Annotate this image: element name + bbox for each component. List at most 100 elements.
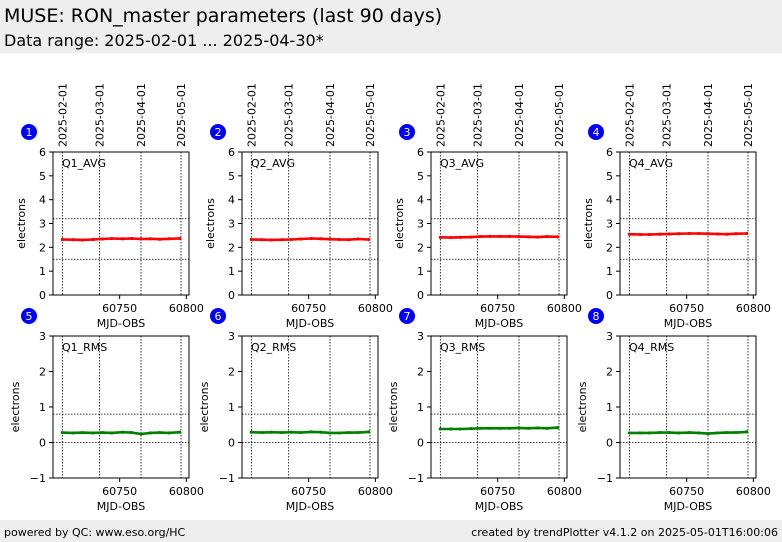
date-axis-label: 2025-02-01 [434, 83, 447, 147]
panel-label: Q4_RMS [629, 341, 674, 354]
data-point [687, 231, 691, 236]
data-point [638, 431, 642, 435]
data-point [449, 427, 453, 431]
x-tick-label: 60750 [102, 485, 137, 498]
panel-label: Q3_RMS [440, 341, 485, 354]
data-point [60, 237, 64, 242]
y-tick-label: 3 [606, 218, 613, 231]
y-tick-label: 5 [417, 170, 424, 183]
page-header: MUSE: RON_master parameters (last 90 day… [0, 0, 782, 53]
y-tick-label: 1 [417, 401, 424, 414]
data-point [556, 235, 560, 239]
plot-frame [241, 151, 379, 296]
data-point [139, 237, 143, 241]
y-tick-label: 4 [39, 194, 46, 207]
y-tick-label: 0 [39, 289, 46, 302]
data-point [647, 232, 651, 237]
x-axis-label: MJD-OBS [286, 500, 334, 513]
data-point [356, 237, 360, 241]
panel-label: Q2_AVG [251, 157, 295, 170]
y-tick-label: 0 [228, 437, 235, 450]
x-tick-label: 60750 [291, 302, 326, 315]
data-point [745, 231, 749, 236]
date-axis-label: 2025-03-01 [283, 83, 296, 147]
data-point [697, 231, 701, 236]
data-point [478, 235, 482, 239]
y-axis-label: electrons [9, 381, 22, 432]
data-point [80, 430, 84, 435]
y-tick-label: 2 [228, 366, 235, 379]
y-tick-label: 3 [39, 330, 46, 343]
panel-label: Q1_RMS [62, 341, 107, 354]
data-point [309, 430, 313, 434]
panel-number-badge [21, 124, 37, 140]
data-point [526, 426, 530, 430]
y-axis-label: electrons [387, 381, 400, 432]
y-tick-label: 0 [417, 289, 424, 302]
panel-label: Q4_AVG [629, 157, 673, 170]
y-tick-label: 3 [417, 330, 424, 343]
data-point [319, 430, 323, 434]
data-point [734, 232, 738, 236]
x-tick-label: 60750 [480, 302, 515, 315]
panel-number-text: 5 [26, 310, 33, 323]
data-point [715, 431, 719, 435]
data-range-subtitle: Data range: 2025-02-01 ... 2025-04-30* [4, 31, 324, 50]
y-tick-label: 6 [417, 146, 424, 159]
plot-frame [430, 151, 568, 296]
data-point [627, 232, 631, 236]
y-tick-label: 3 [417, 218, 424, 231]
y-tick-label: 2 [606, 366, 613, 379]
date-axis-label: 2025-02-01 [245, 83, 258, 147]
data-point [347, 430, 351, 435]
plot-frame [430, 335, 568, 479]
y-axis-label: electrons [15, 198, 28, 249]
y-tick-label: 2 [606, 241, 613, 254]
data-point [328, 237, 332, 241]
data-point [367, 237, 371, 242]
y-tick-label: −1 [408, 472, 424, 485]
data-point [100, 430, 104, 435]
data-point [299, 430, 303, 435]
y-tick-label: 1 [228, 401, 235, 414]
data-point [508, 426, 512, 430]
y-axis-label: electrons [393, 198, 406, 249]
panel-number-text: 6 [215, 310, 222, 323]
y-tick-label: 0 [228, 289, 235, 302]
data-point [249, 430, 253, 434]
panel-label: Q3_AVG [440, 157, 484, 170]
data-point [158, 237, 162, 241]
panel-number-text: 1 [26, 126, 33, 139]
chart-panel-2: 0 1 2 3 4 5 6 60750 60800 MJD-OBS electrons Q2_AVG 2… [204, 83, 393, 330]
data-point [110, 236, 114, 241]
x-axis-label: MJD-OBS [475, 317, 523, 330]
y-tick-label: −1 [30, 472, 46, 485]
y-tick-label: 6 [228, 146, 235, 159]
x-axis-label: MJD-OBS [97, 317, 145, 330]
y-tick-label: 6 [39, 146, 46, 159]
x-axis-label: MJD-OBS [97, 500, 145, 513]
panel-number-text: 4 [593, 126, 600, 139]
panel-number-text: 8 [593, 310, 600, 323]
data-point [687, 430, 691, 435]
data-point [260, 430, 264, 435]
x-axis-label: MJD-OBS [664, 317, 712, 330]
chart-panel-6: −1 0 1 2 3 60750 60800 MJD-OBS electrons Q2_RMS 6 [198, 308, 393, 513]
data-point [289, 430, 293, 434]
data-point [91, 237, 95, 242]
y-tick-label: −1 [219, 472, 235, 485]
data-point [158, 430, 162, 435]
date-axis-label: 2025-03-01 [472, 83, 485, 147]
chart-panel-4: 0 1 2 3 4 5 6 60750 60800 MJD-OBS electrons Q4_AVG 4… [582, 83, 771, 330]
y-tick-label: 1 [228, 265, 235, 278]
date-axis-label: 2025-05-01 [553, 83, 566, 147]
data-point [148, 431, 152, 435]
data-point [148, 237, 152, 241]
y-tick-label: 4 [606, 194, 613, 207]
data-point [725, 430, 729, 435]
data-point [508, 234, 512, 238]
data-point [478, 426, 482, 430]
y-tick-label: 0 [39, 437, 46, 450]
data-point [638, 232, 642, 237]
data-point [260, 238, 264, 242]
